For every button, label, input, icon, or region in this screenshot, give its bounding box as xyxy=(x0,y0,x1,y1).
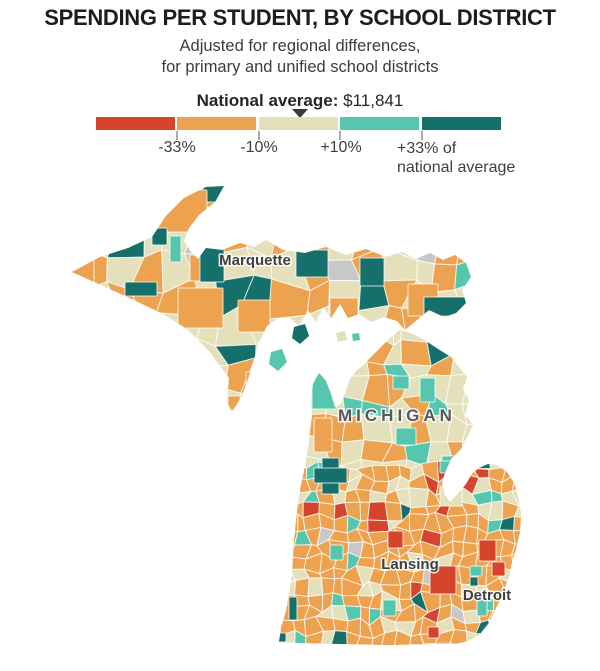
page-title: SPENDING PER STUDENT, BY SCHOOL DISTRICT xyxy=(44,5,556,30)
legend-tick-label: -33% xyxy=(158,139,196,156)
map-labels: Marquette MICHIGAN Lansing Detroit xyxy=(218,251,513,606)
state-label-michigan: MICHIGAN xyxy=(338,406,456,425)
legend-swatch-below xyxy=(177,117,256,130)
legend-swatch-much-above xyxy=(422,117,501,130)
city-label-lansing: Lansing xyxy=(381,556,439,573)
legend-tick-label-last-line2: national average xyxy=(397,159,516,176)
city-label-detroit: Detroit xyxy=(463,587,511,604)
national-average-line: National average: $11,841 xyxy=(0,91,600,111)
average-marker-triangle xyxy=(292,109,308,118)
legend-swatch-near-average xyxy=(259,117,338,130)
legend-tick-label: +10% xyxy=(320,139,362,156)
legend-tick-label-last-line1: +33% of xyxy=(397,140,457,157)
city-label-marquette: Marquette xyxy=(219,252,291,269)
legend-swatch-above xyxy=(340,117,419,130)
legend-tick-label-last: +33% of national average xyxy=(397,139,515,177)
national-average-value: $11,841 xyxy=(343,91,404,110)
islands xyxy=(269,324,360,371)
legend-tick-label: -10% xyxy=(240,139,278,156)
subtitle: Adjusted for regional differences, for p… xyxy=(0,36,600,78)
legend-tick xyxy=(176,131,178,140)
subtitle-line-2: for primary and unified school districts xyxy=(161,58,439,76)
legend-tick xyxy=(258,131,260,140)
national-average-label: National average: xyxy=(196,91,339,110)
legend-swatch-much-below xyxy=(96,117,175,130)
legend-tick xyxy=(339,131,341,140)
subtitle-line-1: Adjusted for regional differences, xyxy=(179,37,421,55)
legend-tick xyxy=(421,131,423,140)
